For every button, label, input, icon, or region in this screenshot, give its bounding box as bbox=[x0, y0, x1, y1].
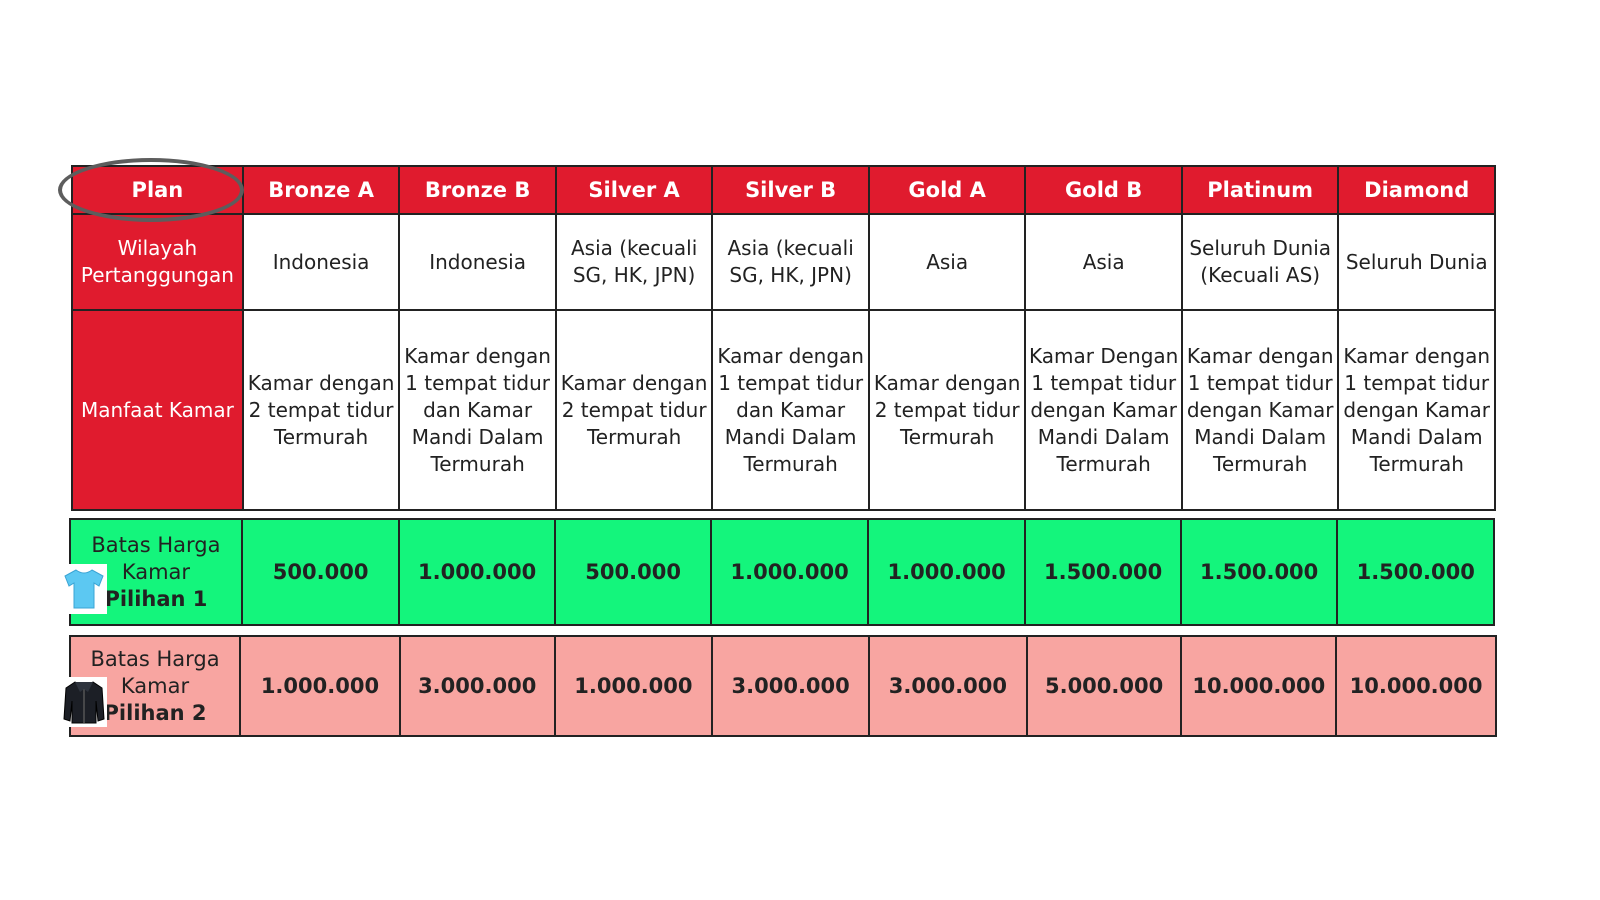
room-benefit-cell: Kamar dengan 1 tempat tidur dan Kamar Ma… bbox=[398, 309, 557, 511]
room-limit-option-1-value: 1.500.000 bbox=[1024, 518, 1182, 626]
coverage-cell: Asia bbox=[867, 213, 1027, 311]
room-benefit-cell: Kamar dengan 1 tempat tidur dan Kamar Ma… bbox=[711, 309, 870, 511]
room-limit-option-1-value: 1.000.000 bbox=[866, 518, 1027, 626]
plan-name-gold-a: Gold A bbox=[867, 165, 1027, 215]
room-benefit-row: Manfaat Kamar Kamar dengan 2 tempat tidu… bbox=[71, 309, 1496, 511]
plan-name-bronze-a: Bronze A bbox=[241, 165, 401, 215]
coverage-cell: Asia (kecuali SG, HK, JPN) bbox=[554, 213, 714, 311]
plan-name-gold-b: Gold B bbox=[1024, 165, 1183, 215]
room-limit-option-2-value: 10.000.000 bbox=[1335, 635, 1497, 737]
room-limit-option-2-table: Batas Harga Kamar Pilihan 2 1.000.000 3.… bbox=[61, 635, 1497, 737]
room-benefit-cell: Kamar dengan 2 tempat tidur Termurah bbox=[867, 309, 1027, 511]
room-limit-option-2-row: Batas Harga Kamar Pilihan 2 1.000.000 3.… bbox=[61, 635, 1497, 737]
coverage-cell: Indonesia bbox=[241, 213, 401, 311]
plan-header-label: Plan bbox=[71, 165, 244, 215]
room-benefit-cell: Kamar dengan 1 tempat tidur dengan Kamar… bbox=[1337, 309, 1496, 511]
room-limit-option-1-row: Batas Harga Kamar Pilihan 1 500.000 1.00… bbox=[61, 518, 1495, 626]
plan-name-silver-b: Silver B bbox=[711, 165, 870, 215]
plan-name-diamond: Diamond bbox=[1337, 165, 1496, 215]
room-limit-option-1-value: 500.000 bbox=[240, 518, 401, 626]
room-limit-option-1-value: 1.000.000 bbox=[710, 518, 869, 626]
jacket-icon bbox=[61, 677, 107, 727]
room-limit-option-2-value: 3.000.000 bbox=[398, 635, 556, 737]
room-limit-option-2-line3: Pilihan 2 bbox=[103, 700, 207, 725]
room-limit-option-2-value: 5.000.000 bbox=[1025, 635, 1183, 737]
room-benefit-cell: Kamar dengan 1 tempat tidur dengan Kamar… bbox=[1180, 309, 1340, 511]
room-benefit-label: Manfaat Kamar bbox=[71, 309, 244, 511]
room-limit-option-2-value: 3.000.000 bbox=[711, 635, 871, 737]
room-limit-option-1-line2: Kamar bbox=[121, 559, 191, 584]
coverage-cell: Seluruh Dunia (Kecuali AS) bbox=[1180, 213, 1340, 311]
room-limit-option-1-value: 500.000 bbox=[553, 518, 713, 626]
coverage-row: Wilayah Pertanggungan Indonesia Indonesi… bbox=[71, 213, 1496, 311]
room-limit-option-1-table: Batas Harga Kamar Pilihan 1 500.000 1.00… bbox=[61, 518, 1495, 626]
room-limit-option-1-line1: Batas Harga bbox=[91, 532, 221, 557]
coverage-cell: Asia (kecuali SG, HK, JPN) bbox=[711, 213, 870, 311]
plan-name-bronze-b: Bronze B bbox=[398, 165, 557, 215]
room-limit-option-1-label: Batas Harga Kamar Pilihan 1 bbox=[61, 518, 243, 626]
coverage-cell: Indonesia bbox=[398, 213, 557, 311]
room-limit-option-2-value: 3.000.000 bbox=[868, 635, 1028, 737]
plan-comparison-table: Plan Bronze A Bronze B Silver A Silver B… bbox=[71, 165, 1496, 511]
room-limit-option-1-line3: Pilihan 1 bbox=[104, 586, 208, 611]
coverage-cell: Seluruh Dunia bbox=[1337, 213, 1496, 311]
room-limit-option-2-line2: Kamar bbox=[120, 673, 190, 698]
room-benefit-cell: Kamar Dengan 1 tempat tidur dengan Kamar… bbox=[1024, 309, 1183, 511]
room-benefit-cell: Kamar dengan 2 tempat tidur Termurah bbox=[241, 309, 401, 511]
room-limit-option-2-value: 1.000.000 bbox=[239, 635, 401, 737]
t-shirt-icon bbox=[61, 564, 107, 614]
room-benefit-cell: Kamar dengan 2 tempat tidur Termurah bbox=[554, 309, 714, 511]
room-limit-option-2-label: Batas Harga Kamar Pilihan 2 bbox=[61, 635, 242, 737]
plan-name-silver-a: Silver A bbox=[554, 165, 714, 215]
coverage-label: Wilayah Pertanggungan bbox=[71, 213, 244, 311]
room-limit-option-2-line1: Batas Harga bbox=[90, 646, 220, 671]
room-limit-option-1-value: 1.000.000 bbox=[398, 518, 556, 626]
room-limit-option-2-value: 10.000.000 bbox=[1180, 635, 1338, 737]
plan-header-row: Plan Bronze A Bronze B Silver A Silver B… bbox=[71, 165, 1496, 215]
room-limit-option-2-value: 1.000.000 bbox=[553, 635, 714, 737]
plan-name-platinum: Platinum bbox=[1180, 165, 1340, 215]
room-limit-option-1-value: 1.500.000 bbox=[1336, 518, 1495, 626]
room-limit-option-1-value: 1.500.000 bbox=[1179, 518, 1339, 626]
coverage-cell: Asia bbox=[1024, 213, 1183, 311]
